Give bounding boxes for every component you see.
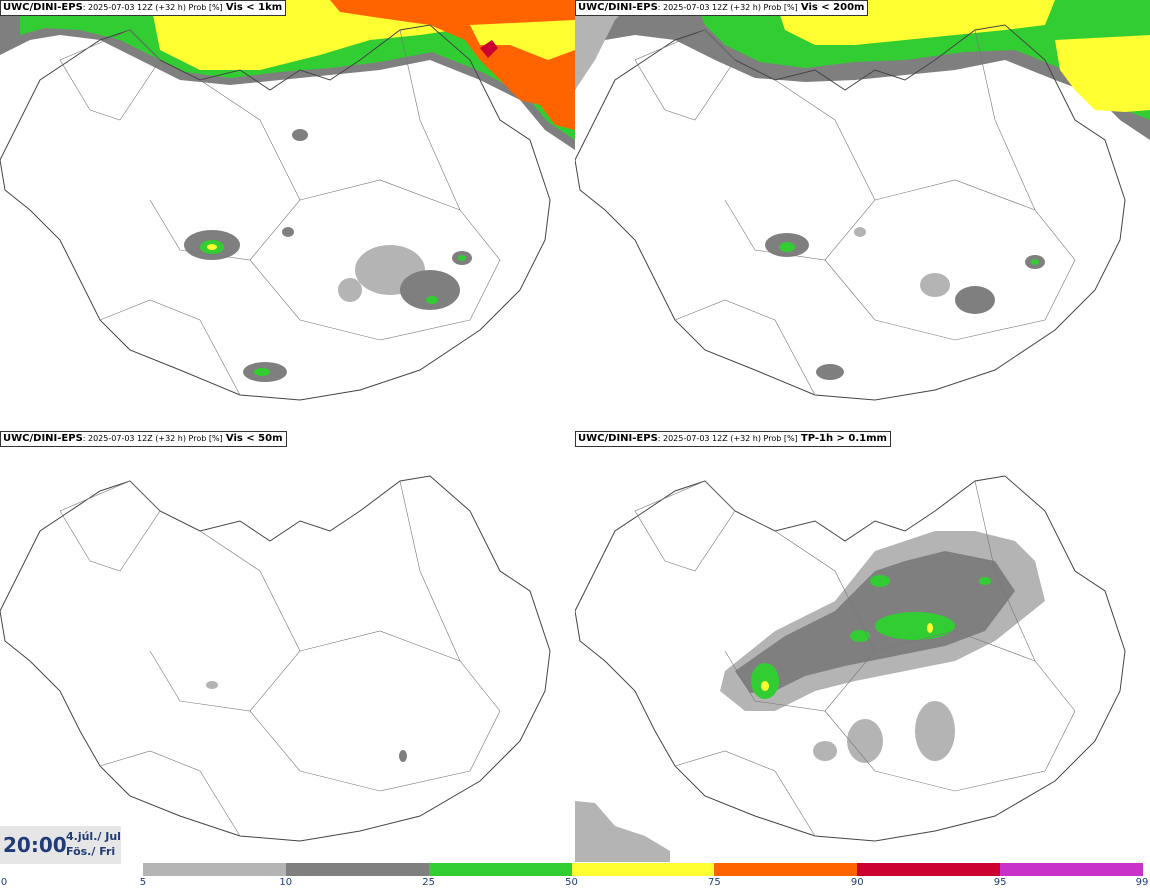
legend-tick-label: 25 xyxy=(422,877,435,888)
model-name: UWC/DINI-EPS xyxy=(3,433,83,444)
legend-bin xyxy=(714,863,858,876)
legend-tick-label: 90 xyxy=(850,877,864,888)
field-name: Vis < 200m xyxy=(800,2,865,13)
field-name: TP-1h > 0.1mm xyxy=(800,433,887,444)
legend-tick-label: 99 xyxy=(1135,877,1149,888)
legend-tick-label: 0 xyxy=(0,877,8,888)
valid-date: 4.júl./ Jul xyxy=(66,830,121,843)
map-vis-1km xyxy=(0,0,575,401)
legend-bin xyxy=(857,863,1001,876)
map-panel-precip: UWC/DINI-EPS: 2025-07-03 12Z (+32 h) Pro… xyxy=(575,431,1150,862)
run-info: : 2025-07-03 12Z (+32 h) Prob [%] xyxy=(657,434,798,443)
panel-title: UWC/DINI-EPS: 2025-07-03 12Z (+32 h) Pro… xyxy=(0,0,287,16)
map-panel-vis-50m: UWC/DINI-EPS: 2025-07-03 12Z (+32 h) Pro… xyxy=(0,431,575,862)
field-name: Vis < 1km xyxy=(225,2,283,13)
legend-bin xyxy=(142,863,286,876)
map-precip xyxy=(575,475,1126,862)
legend-tick-label: 50 xyxy=(565,877,578,888)
legend-tick-label: 5 xyxy=(139,877,147,888)
map-panel-vis-1km: UWC/DINI-EPS: 2025-07-03 12Z (+32 h) Pro… xyxy=(0,0,575,431)
run-info: : 2025-07-03 12Z (+32 h) Prob [%] xyxy=(657,3,798,12)
valid-time: 20:00 xyxy=(3,833,67,857)
legend-tick-label: 95 xyxy=(993,877,1007,888)
legend-bin xyxy=(1000,863,1143,876)
map-panel-vis-200m: UWC/DINI-EPS: 2025-07-03 12Z (+32 h) Pro… xyxy=(575,0,1150,431)
run-info: : 2025-07-03 12Z (+32 h) Prob [%] xyxy=(82,434,223,443)
run-info: : 2025-07-03 12Z (+32 h) Prob [%] xyxy=(82,3,223,12)
valid-time-box: 20:00 4.júl./ Jul Fös./ Fri xyxy=(0,826,121,864)
panel-title: UWC/DINI-EPS: 2025-07-03 12Z (+32 h) Pro… xyxy=(575,431,891,447)
map-vis-200m xyxy=(575,0,1150,401)
map-vis-50m xyxy=(0,475,551,842)
field-name: Vis < 50m xyxy=(225,433,283,444)
valid-day: Fös./ Fri xyxy=(66,845,116,858)
panel-title: UWC/DINI-EPS: 2025-07-03 12Z (+32 h) Pro… xyxy=(0,431,287,447)
legend-bin xyxy=(428,863,572,876)
legend-tick-label: 75 xyxy=(708,877,721,888)
legend-tick-label: 10 xyxy=(279,877,293,888)
panel-title: UWC/DINI-EPS: 2025-07-03 12Z (+32 h) Pro… xyxy=(575,0,869,16)
legend-bin xyxy=(0,863,143,876)
model-name: UWC/DINI-EPS xyxy=(3,2,83,13)
model-name: UWC/DINI-EPS xyxy=(578,433,658,444)
model-name: UWC/DINI-EPS xyxy=(578,2,658,13)
legend-bin xyxy=(571,863,715,876)
legend-bin xyxy=(285,863,429,876)
